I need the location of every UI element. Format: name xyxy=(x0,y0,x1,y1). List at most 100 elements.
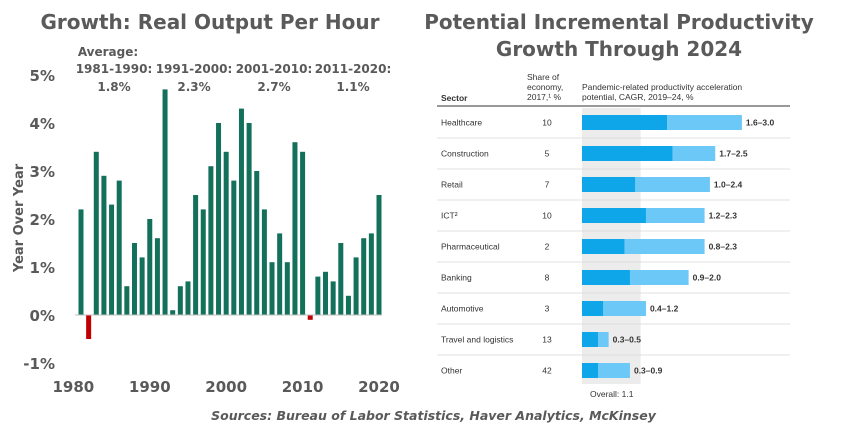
left-bars xyxy=(78,89,382,339)
sector-share: 10 xyxy=(542,211,552,221)
sector-row: Construction 5 1.7–2.5 xyxy=(437,146,790,170)
sector-name: Automotive xyxy=(441,304,484,314)
sector-header: Sector xyxy=(441,93,468,103)
bar-low xyxy=(582,177,636,192)
range-label: 0.9–2.0 xyxy=(693,273,722,283)
bar-high xyxy=(629,270,689,285)
bar-2012 xyxy=(315,276,321,315)
sector-name: ICT² xyxy=(441,211,458,221)
sources-note: Sources: Bureau of Labor Statistics, Hav… xyxy=(211,408,656,423)
left-x-ticks: 1980 1990 2000 2010 2020 xyxy=(52,378,399,396)
bar-high xyxy=(672,146,716,161)
sector-name: Retail xyxy=(441,180,463,190)
share-header-line: Share of xyxy=(527,72,560,82)
sector-rows: Healthcare 10 1.6–3.0 Construction 5 1.7–2.5 R… xyxy=(437,115,790,378)
bar-1995 xyxy=(185,281,191,315)
range-label: 1.2–2.3 xyxy=(709,211,738,221)
sector-name: Healthcare xyxy=(441,118,482,128)
bar-1983 xyxy=(93,151,99,315)
bar-low xyxy=(582,115,668,130)
bar-1989 xyxy=(139,257,145,315)
bar-2019 xyxy=(368,233,374,315)
x-tick-label: 2000 xyxy=(205,378,247,396)
sector-row: ICT² 10 1.2–2.3 xyxy=(437,208,790,232)
avg-period-value: 1.8% xyxy=(97,80,130,94)
bar-2004 xyxy=(254,171,260,315)
averages-heading: Average: xyxy=(78,45,138,59)
sector-row: Other 42 0.3–0.9 xyxy=(441,363,663,378)
sector-row: Retail 7 1.0–2.4 xyxy=(437,177,790,201)
range-label: 1.6–3.0 xyxy=(746,118,775,128)
bar-low xyxy=(582,301,604,316)
bar-high xyxy=(597,363,630,378)
bar-1985 xyxy=(109,204,115,315)
bar-2000 xyxy=(223,151,229,315)
bar-high xyxy=(667,115,742,130)
sector-row: Pharmaceutical 2 0.8–2.3 xyxy=(437,239,790,263)
bar-2020 xyxy=(376,195,382,315)
sector-share: 5 xyxy=(545,149,550,159)
sector-row: Banking 8 0.9–2.0 xyxy=(437,270,790,294)
y-tick-label: 3% xyxy=(30,163,55,181)
range-label: 0.4–1.2 xyxy=(650,304,679,314)
bar-2006 xyxy=(269,262,275,315)
y-tick-label: 2% xyxy=(30,211,55,229)
sector-share: 8 xyxy=(545,273,550,283)
sector-share: 3 xyxy=(545,304,550,314)
bar-1986 xyxy=(116,180,122,315)
avg-period-label: 2001-2010: xyxy=(236,62,313,76)
bar-2009 xyxy=(292,142,298,315)
x-tick-label: 1990 xyxy=(129,378,171,396)
bar-1987 xyxy=(124,286,130,315)
bar-1993 xyxy=(170,310,176,315)
bar-1982 xyxy=(86,315,92,339)
y-tick-label: 4% xyxy=(30,115,55,133)
bar-1981 xyxy=(78,209,84,315)
bar-2018 xyxy=(361,238,367,315)
sector-name: Travel and logistics xyxy=(441,335,513,345)
share-header-line: economy, xyxy=(527,82,563,92)
sector-share: 10 xyxy=(542,118,552,128)
x-tick-label: 1980 xyxy=(52,378,94,396)
x-tick-label: 2020 xyxy=(358,378,400,396)
range-label: 0.3–0.5 xyxy=(613,335,642,345)
right-chart-title-line2: Growth Through 2024 xyxy=(496,37,742,61)
sector-share: 13 xyxy=(542,335,552,345)
sector-name: Construction xyxy=(441,149,489,159)
sector-name: Other xyxy=(441,366,462,376)
avg-period-label: 1981-1990: xyxy=(76,62,153,76)
bar-high xyxy=(624,239,705,254)
bar-1996 xyxy=(193,195,199,315)
bar-1992 xyxy=(162,89,168,316)
sector-name: Pharmaceutical xyxy=(441,242,500,252)
sector-row: Travel and logistics 13 0.3–0.5 xyxy=(437,332,790,356)
accel-header-line: potential, CAGR, 2019–24, % xyxy=(582,92,694,102)
bar-1991 xyxy=(154,238,160,315)
bar-1988 xyxy=(131,243,137,315)
bar-1984 xyxy=(101,175,107,315)
right-chart-title-line1: Potential Incremental Productivity xyxy=(424,10,814,34)
bar-2016 xyxy=(345,295,351,315)
bar-2008 xyxy=(284,262,290,315)
range-label: 0.3–0.9 xyxy=(634,366,663,376)
bar-1997 xyxy=(200,209,206,315)
bar-1999 xyxy=(216,123,222,315)
bar-low xyxy=(582,146,673,161)
bar-2014 xyxy=(330,281,336,315)
bar-low xyxy=(582,208,646,223)
bar-2013 xyxy=(323,271,329,315)
bar-low xyxy=(582,270,630,285)
range-label: 1.7–2.5 xyxy=(719,149,748,159)
left-y-ticks: -1% 0% 1% 2% 3% 4% 5% xyxy=(23,67,55,373)
range-label: 1.0–2.4 xyxy=(714,180,743,190)
bar-2007 xyxy=(277,233,283,315)
sector-row: Healthcare 10 1.6–3.0 xyxy=(437,115,790,139)
share-header-line: 2017,¹ % xyxy=(527,92,561,102)
bar-1990 xyxy=(147,219,153,315)
bar-high xyxy=(603,301,646,316)
y-tick-label: 1% xyxy=(30,259,55,277)
range-label: 0.8–2.3 xyxy=(709,242,738,252)
bar-2005 xyxy=(261,209,267,315)
bar-low xyxy=(582,239,625,254)
sector-row: Automotive 3 0.4–1.2 xyxy=(437,301,790,325)
